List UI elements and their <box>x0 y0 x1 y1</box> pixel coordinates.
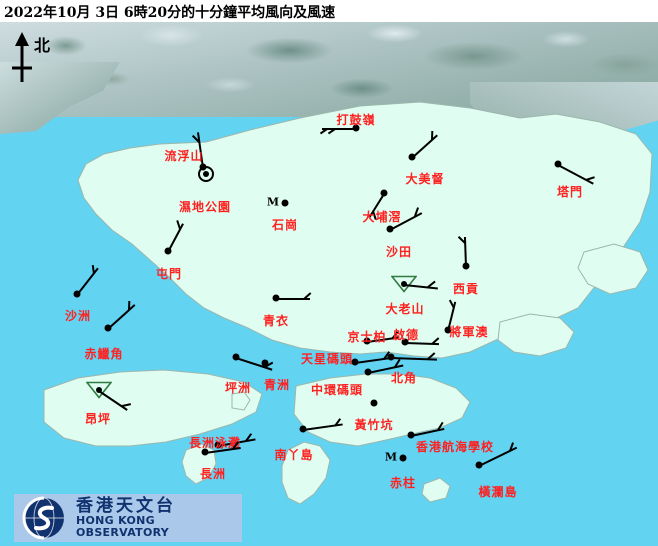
station-label-ta-kwu-ling: 打鼓嶺 <box>336 113 376 127</box>
station-marker-dot <box>214 441 222 449</box>
station-marker-dot <box>299 425 307 433</box>
station-label-wong-chuk-hang: 黃竹坑 <box>354 418 394 432</box>
station-marker-dot <box>164 247 172 255</box>
north-arrow-label: 北 <box>34 36 51 55</box>
station-label-north-point: 北角 <box>390 371 418 385</box>
station-marker-dot <box>380 189 388 197</box>
station-label-tsing-yi: 青衣 <box>262 314 290 328</box>
station-label-chek-lap-kok: 赤鱲角 <box>84 347 124 361</box>
station-marker-dot <box>401 281 407 287</box>
station-label-waglan-island: 橫瀾島 <box>478 485 518 499</box>
station-marker-m: M <box>384 450 398 464</box>
hko-logo: 香港天文台 HONG KONG OBSERVATORY <box>14 494 242 542</box>
hko-logo-icon <box>22 496 64 540</box>
station-marker-dot <box>407 431 415 439</box>
hko-logo-chinese: 香港天文台 <box>76 495 176 516</box>
station-label-central-pier: 中環碼頭 <box>310 383 364 397</box>
station-marker-dot <box>399 454 407 462</box>
station-label-tate-s-cairn: 大老山 <box>385 302 425 316</box>
station-label-king-s-park: 京士柏 <box>347 330 387 344</box>
title-bar: 2022年10月 3日 6時20分的十分鐘平均風向及風速 <box>0 0 658 22</box>
station-label-wetland-park: 濕地公園 <box>178 200 232 214</box>
station-marker-dot <box>408 153 416 161</box>
station-label-tsing-chau: 青洲 <box>263 378 291 392</box>
station-marker-dot <box>475 461 483 469</box>
station-label-tseung-kwan-o: 將軍澳 <box>449 325 489 339</box>
station-label-cheung-chau-beach: 長洲泳灘 <box>188 436 242 450</box>
station-marker-dot <box>261 359 269 367</box>
station-label-ngong-ping: 昂坪 <box>84 412 112 426</box>
station-marker-dot <box>351 358 359 366</box>
station-label-tap-mun: 塔門 <box>556 185 584 199</box>
station-marker-bullseye <box>198 166 214 182</box>
station-marker-m: M <box>266 195 280 209</box>
station-label-peng-chau: 坪洲 <box>224 381 252 395</box>
station-marker-dot <box>363 337 371 345</box>
wind-barb-shaft <box>276 298 310 300</box>
station-marker-dot <box>401 338 409 346</box>
station-label-sha-chau: 沙洲 <box>64 309 92 323</box>
station-label-sha-tin: 沙田 <box>385 245 413 259</box>
station-marker-dot <box>201 448 209 456</box>
station-marker-dot <box>386 225 394 233</box>
station-label-tuen-mun: 屯門 <box>155 267 183 281</box>
station-marker-dot <box>462 262 470 270</box>
station-label-tai-mei-tuk: 大美督 <box>405 172 445 186</box>
station-marker-dot <box>387 353 395 361</box>
coastline-shapes <box>43 101 653 505</box>
hko-logo-english: HONG KONG OBSERVATORY <box>76 514 170 539</box>
station-label-star-ferry: 天星碼頭 <box>300 352 354 366</box>
station-marker-dot <box>370 399 378 407</box>
page-title: 2022年10月 3日 6時20分的十分鐘平均風向及風速 <box>4 5 336 21</box>
station-marker-dot <box>554 160 562 168</box>
wind-barb-feather-1 <box>430 131 434 141</box>
station-marker-dot <box>104 324 112 332</box>
station-marker-triangle <box>391 275 417 293</box>
station-label-sai-kung: 西貢 <box>452 282 480 296</box>
station-label-cheung-chau: 長洲 <box>199 467 227 481</box>
station-label-lamma-island: 南丫島 <box>274 448 314 462</box>
station-label-tai-po-kau: 大埔滘 <box>362 210 402 224</box>
north-arrow: 北 <box>8 30 68 88</box>
station-label-kai-tak: 啟德 <box>392 328 420 342</box>
station-marker-dot <box>281 199 289 207</box>
station-marker-triangle <box>86 381 112 399</box>
hong-kong-wind-map: 北 打鼓嶺流浮山濕地公園 M 石崗 大美督塔門大埔滘沙田西貢大老山將軍澳 屯門青衣京士柏… <box>0 22 658 546</box>
station-marker-dot <box>352 124 360 132</box>
station-label-shek-kong: 石崗 <box>271 218 299 232</box>
station-marker-dot <box>444 326 452 334</box>
station-label-hk-sea-school: 香港航海學校 <box>415 440 495 454</box>
station-marker-dot <box>96 387 102 393</box>
station-label-lau-fau-shan: 流浮山 <box>164 149 204 163</box>
station-marker-dot <box>73 290 81 298</box>
station-label-stanley: 赤柱 <box>389 476 417 490</box>
station-marker-dot <box>364 368 372 376</box>
station-marker-dot <box>232 353 240 361</box>
